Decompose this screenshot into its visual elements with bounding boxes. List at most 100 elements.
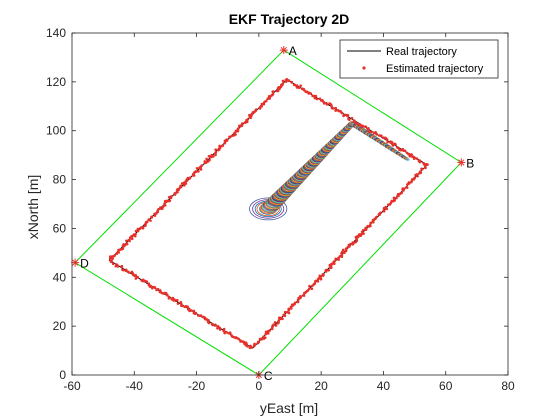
estimated-point bbox=[132, 273, 135, 277]
estimated-point bbox=[134, 274, 138, 277]
estimated-point bbox=[163, 202, 166, 205]
estimated-point bbox=[260, 104, 263, 108]
estimated-point bbox=[249, 344, 252, 348]
estimated-point bbox=[297, 86, 301, 90]
estimated-point bbox=[420, 167, 424, 171]
y-tick-label: 100 bbox=[46, 124, 66, 138]
estimated-point bbox=[305, 90, 309, 93]
anchor-marker bbox=[279, 46, 288, 55]
estimated-point bbox=[197, 170, 200, 173]
estimated-point bbox=[150, 215, 153, 219]
estimated-point bbox=[206, 320, 210, 324]
estimated-point bbox=[179, 184, 182, 188]
estimated-point bbox=[391, 144, 395, 147]
estimated-point bbox=[334, 106, 337, 110]
estimated-point bbox=[188, 176, 192, 179]
estimated-point bbox=[360, 230, 364, 234]
estimated-point bbox=[336, 108, 340, 112]
estimated-point bbox=[111, 255, 114, 258]
legend-estimated-swatch bbox=[362, 66, 366, 70]
estimated-point bbox=[196, 314, 200, 317]
estimated-point bbox=[324, 270, 328, 273]
estimated-point bbox=[314, 280, 317, 283]
y-tick-label: 140 bbox=[46, 26, 66, 40]
anchor-marker-stroke bbox=[280, 46, 287, 54]
estimated-point bbox=[195, 167, 199, 170]
y-axis-label: xNorth [m] bbox=[25, 175, 41, 240]
estimated-point bbox=[240, 122, 244, 125]
estimated-point bbox=[224, 331, 228, 334]
estimated-point bbox=[127, 271, 131, 274]
estimated-point bbox=[109, 255, 112, 258]
estimated-point bbox=[194, 170, 197, 173]
estimated-point bbox=[391, 199, 395, 203]
estimated-point bbox=[258, 337, 262, 341]
anchor-marker bbox=[457, 158, 466, 167]
estimated-point bbox=[220, 144, 224, 148]
estimated-point bbox=[287, 79, 291, 82]
estimated-point bbox=[318, 274, 322, 278]
estimated-point bbox=[384, 207, 388, 211]
estimated-point bbox=[327, 268, 330, 272]
estimated-point bbox=[216, 325, 220, 328]
estimated-point bbox=[299, 84, 303, 87]
estimated-point bbox=[331, 107, 335, 110]
estimated-point bbox=[328, 266, 332, 269]
estimated-point bbox=[205, 157, 208, 161]
estimated-point bbox=[186, 308, 190, 311]
estimated-point bbox=[318, 97, 322, 101]
estimated-point bbox=[115, 252, 119, 256]
estimated-point bbox=[355, 121, 358, 125]
estimated-point bbox=[113, 254, 116, 257]
estimated-point bbox=[387, 203, 390, 207]
estimated-point bbox=[241, 340, 244, 343]
estimated-point bbox=[264, 330, 268, 334]
estimated-point bbox=[332, 260, 336, 263]
estimated-point bbox=[208, 158, 211, 162]
estimated-point bbox=[382, 209, 385, 212]
estimated-point bbox=[125, 242, 128, 246]
estimated-point bbox=[185, 179, 189, 182]
estimated-point bbox=[407, 152, 410, 156]
y-tick-label: 20 bbox=[53, 319, 67, 333]
estimated-point bbox=[227, 332, 231, 335]
estimated-point bbox=[158, 290, 162, 294]
estimated-point bbox=[200, 164, 204, 167]
estimated-point bbox=[332, 262, 336, 266]
estimated-point bbox=[396, 146, 400, 150]
estimated-point bbox=[385, 138, 389, 141]
estimated-point bbox=[418, 159, 422, 163]
estimated-point bbox=[230, 334, 233, 337]
estimated-point bbox=[395, 196, 398, 200]
estimated-point bbox=[111, 257, 115, 260]
estimated-point bbox=[402, 189, 405, 192]
estimated-point bbox=[246, 118, 250, 121]
x-tick-label: 80 bbox=[501, 379, 515, 393]
estimated-point bbox=[321, 274, 325, 277]
estimated-point bbox=[410, 153, 413, 156]
estimated-point bbox=[274, 324, 278, 327]
estimated-point bbox=[124, 268, 128, 272]
estimated-point bbox=[177, 188, 180, 192]
x-tick-label: 60 bbox=[439, 379, 453, 393]
estimated-point bbox=[410, 180, 413, 184]
uncertainty-ellipses bbox=[249, 121, 410, 221]
estimated-point bbox=[254, 108, 258, 111]
estimated-point bbox=[295, 86, 299, 89]
estimated-point bbox=[311, 284, 314, 287]
estimated-point bbox=[203, 160, 207, 163]
estimated-point bbox=[296, 300, 300, 304]
estimated-point bbox=[392, 196, 396, 200]
uncertainty-ellipse bbox=[405, 158, 410, 161]
estimated-point bbox=[141, 226, 145, 229]
estimated-point bbox=[184, 182, 188, 185]
x-tick-label: 20 bbox=[314, 379, 328, 393]
estimated-point bbox=[344, 247, 348, 250]
estimated-point bbox=[203, 317, 207, 321]
estimated-point bbox=[403, 149, 407, 153]
estimated-point bbox=[377, 213, 381, 216]
estimated-point bbox=[130, 237, 134, 241]
estimated-point bbox=[168, 199, 172, 202]
estimated-point bbox=[147, 218, 151, 221]
estimated-point bbox=[260, 102, 264, 106]
